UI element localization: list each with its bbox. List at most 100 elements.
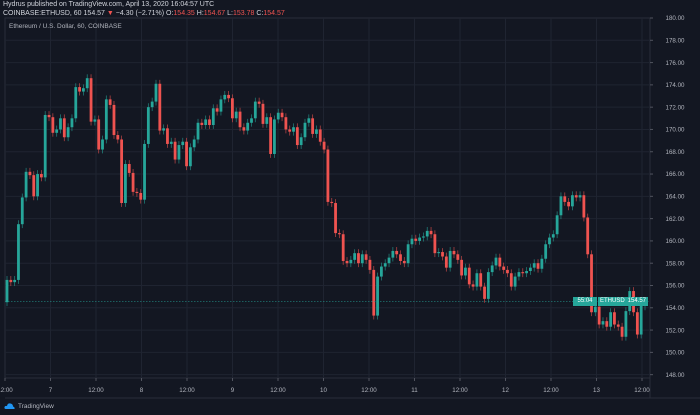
candle-up [559,196,563,216]
candle-up [528,267,532,272]
candle-down [311,118,315,134]
candle-up [391,250,395,258]
candle-up [36,174,39,197]
y-tick-label: 172.00 [666,104,685,111]
candle-down [28,171,32,176]
candle-up [104,99,108,140]
candle-down [483,286,486,299]
candle-up [601,321,605,325]
candle-down [185,141,188,167]
candle-up [422,236,425,238]
x-tick-label: 12:00 [88,387,104,394]
x-tick-label: 12:00 [452,387,468,394]
candle-up [219,99,223,112]
y-tick-label: 156.00 [666,283,685,290]
candle-up [17,224,20,280]
brand-text: TradingView [18,402,54,410]
candle-down [127,164,131,173]
candle-down [590,254,593,313]
candle-up [101,139,104,150]
candle-down [414,238,418,241]
candle-up [532,263,536,268]
low-value: 153.78 [233,10,255,17]
candle-down [116,135,120,140]
candle-down [467,267,471,285]
candle-down [158,83,162,131]
publish-text: Hydrus published on TradingView.com, Apr… [3,1,215,8]
time-axis[interactable]: 12:00 7 12:00 8 12:00 9 12:00 10 12:00 11 12:00 12 1… [0,378,650,394]
candle-up [578,195,582,198]
y-tick-label: 168.00 [666,149,685,156]
candle-up [571,195,574,207]
candle-down [208,119,211,125]
candle-down [32,175,36,197]
candle-up [20,197,24,225]
candle-down [452,250,456,255]
y-tick-label: 150.00 [666,350,685,357]
candle-up [276,112,280,120]
candle-down [62,118,66,138]
candle-down [536,263,540,269]
candle-down [120,139,124,204]
candle-down [364,254,368,260]
last-price: 154.57 [83,10,105,17]
candle-down [620,326,624,337]
candle-down [269,117,273,154]
x-tick-label: 7 [49,387,53,394]
x-tick-label: 12:00 [0,387,13,394]
candle-up [548,237,551,245]
x-tick-label: 12:00 [634,387,650,394]
candle-down [337,233,341,235]
y-tick-label: 158.00 [666,260,685,267]
candle-down [238,111,242,128]
candle-up [593,306,597,313]
close-label: C: [256,10,264,17]
candle-down [586,217,590,255]
y-tick-label: 174.00 [666,82,685,89]
candle-up [555,215,559,235]
candle-down [112,104,116,136]
candle-up [162,128,166,131]
publish-info: Hydrus published on TradingView.com, Apr… [3,1,214,8]
candle-down [372,269,376,316]
candle-down [231,98,234,119]
candle-down [108,99,112,105]
symbol-text: COINBASE:ETHUSD, 60 [3,10,82,17]
candle-up [150,101,154,108]
candle-down [51,117,55,133]
candle-down [284,117,288,130]
candle-down [280,112,284,118]
candle-up [360,254,364,264]
candle-up [146,107,150,144]
candle-up [624,311,628,337]
candle-up [250,118,253,123]
candle-up [246,122,250,131]
candle-down [295,127,299,146]
open-value: 154.35 [173,10,195,17]
candle-up [376,276,379,316]
y-tick-label: 178.00 [666,37,685,44]
candle-up [639,303,643,335]
candle-down [605,321,609,327]
candle-up [196,122,200,140]
candle-up [192,139,196,148]
x-tick-label: 12:00 [543,387,559,394]
candle-down [89,78,93,122]
candle-down [521,272,525,274]
candle-down [635,312,639,335]
candle-down [509,273,513,287]
x-tick-label: 11 [411,387,418,394]
candle-down [326,149,330,202]
candle-down [616,324,620,327]
tradingview-brand[interactable]: TradingView [4,402,54,410]
candle-up [55,129,59,133]
candle-down [318,129,322,142]
price-axis[interactable]: 148.00 150.00 152.00 154.00 156.00 158.00 160.… [650,15,685,379]
candle-up [517,272,521,277]
candle-down [39,174,43,178]
candle-up [82,88,85,92]
candle-up [494,257,498,266]
y-tick-label: 152.00 [666,327,685,334]
candle-down [502,266,506,270]
